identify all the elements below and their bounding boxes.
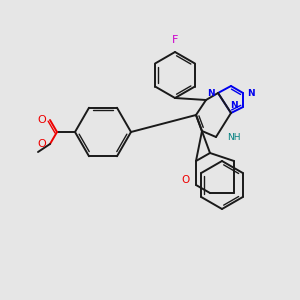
Text: N: N [230,101,238,110]
Text: N: N [247,88,255,98]
Text: N: N [207,88,215,98]
Text: F: F [172,35,178,45]
Text: O: O [38,139,46,149]
Text: O: O [38,115,46,125]
Text: O: O [182,175,190,185]
Text: NH: NH [227,133,241,142]
